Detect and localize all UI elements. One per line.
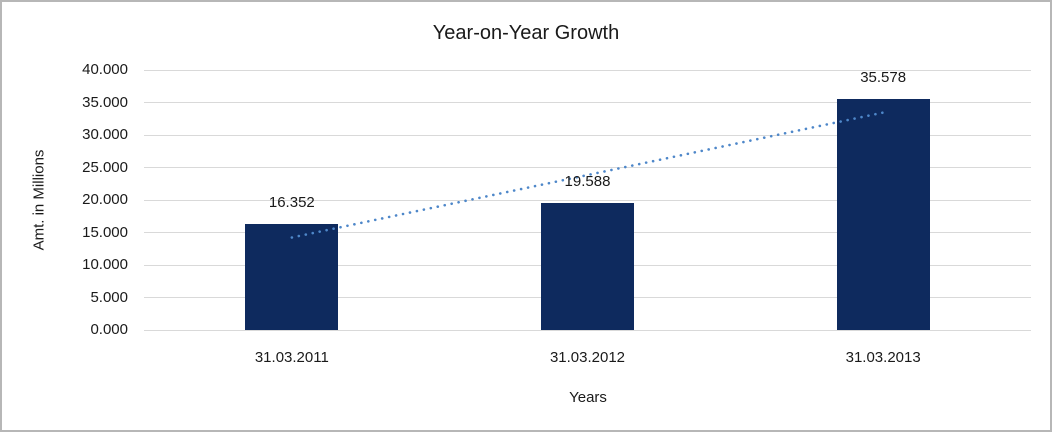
chart-title: Year-on-Year Growth bbox=[432, 22, 620, 44]
x-axis-title: Years bbox=[569, 389, 607, 406]
y-tick-label: 40.000 bbox=[82, 61, 128, 78]
x-tick-label: 31.03.2012 bbox=[549, 349, 626, 366]
bar-value-label: 35.578 bbox=[860, 68, 907, 86]
y-tick-label: 25.000 bbox=[82, 158, 128, 176]
y-tick-label: 10.000 bbox=[82, 256, 128, 273]
y-tick-label: 15.000 bbox=[82, 223, 128, 241]
bar bbox=[245, 223, 339, 330]
y-tick-label: 35.000 bbox=[82, 93, 128, 111]
x-tick-label: 31.03.2011 bbox=[254, 349, 329, 366]
y-tick-label: 30.000 bbox=[82, 126, 128, 143]
y-tick-label: 5.000 bbox=[90, 288, 128, 306]
bar bbox=[541, 202, 634, 330]
bar-value-label: 16.352 bbox=[268, 193, 315, 211]
gridline bbox=[144, 69, 1031, 71]
y-tick-label: 0.000 bbox=[90, 321, 128, 338]
bar-value-label: 19.588 bbox=[564, 172, 611, 190]
x-tick-label: 31.03.2013 bbox=[845, 349, 921, 366]
bar bbox=[836, 98, 930, 330]
y-tick-label: 20.000 bbox=[82, 191, 128, 208]
gridline bbox=[144, 329, 1031, 331]
gridline bbox=[144, 102, 1031, 103]
